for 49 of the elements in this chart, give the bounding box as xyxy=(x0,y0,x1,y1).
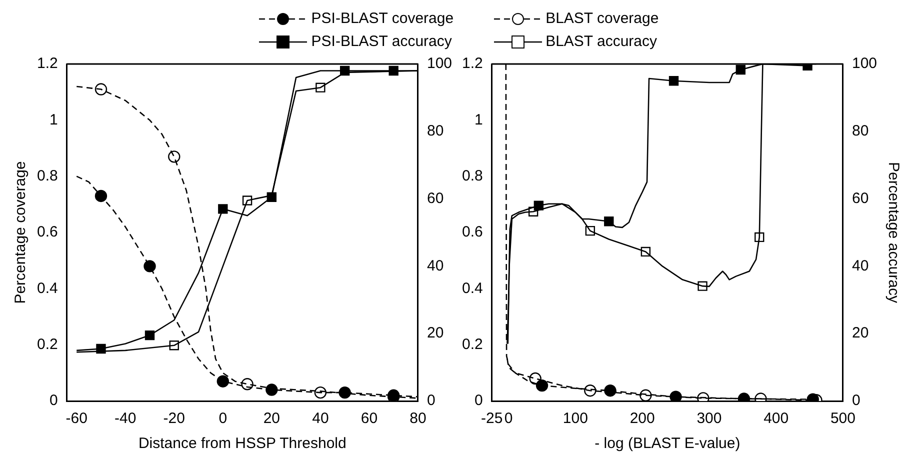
x-tick-label: 20 xyxy=(263,410,280,428)
x-tick-label: 40 xyxy=(312,410,329,428)
x-tick-label: 0 xyxy=(218,410,228,428)
y2-tick-label: 20 xyxy=(852,324,869,342)
x-tick-label: -60 xyxy=(66,410,88,428)
y-tick-label: 1.2 xyxy=(462,55,483,72)
x-tick-label: 0 xyxy=(504,410,513,428)
x-tick-label: -20 xyxy=(163,410,185,428)
x-tick-label: 300 xyxy=(696,410,722,428)
y2-tick-label: 0 xyxy=(852,392,860,410)
x-tick-label: 200 xyxy=(630,410,655,428)
y-tick-label: 0 xyxy=(474,392,483,410)
y-tick-label: 0.6 xyxy=(36,224,58,241)
y-tick-label: 1 xyxy=(474,111,483,128)
y2-tick-label: 20 xyxy=(426,324,444,342)
y2-tick-label: 60 xyxy=(426,190,444,207)
y2-axis-title: Percentage accuracy xyxy=(884,162,902,304)
y-tick-label: 0.2 xyxy=(36,336,58,353)
x-axis-title: - log (BLAST E-value) xyxy=(594,435,740,452)
y-tick-label: 0.2 xyxy=(462,336,483,353)
y-tick-label: 0.4 xyxy=(36,280,58,297)
y2-tick-label: 80 xyxy=(426,122,444,140)
y2-tick-label: 100 xyxy=(426,55,452,72)
y2-tick-label: 60 xyxy=(852,190,869,207)
y-tick-label: 0.4 xyxy=(462,280,483,297)
x-tick-label: 60 xyxy=(360,410,378,428)
y-axis-title: Percentage coverage xyxy=(12,161,30,304)
x-tick-label: 100 xyxy=(562,410,588,428)
x-axis-title: Distance from HSSP Threshold xyxy=(138,435,346,452)
y-tick-label: 0.8 xyxy=(36,167,58,184)
x-tick-label: 500 xyxy=(830,410,856,428)
y2-tick-label: 80 xyxy=(852,122,869,140)
legend-label: PSI-BLAST accuracy xyxy=(311,33,452,50)
x-tick-label: 400 xyxy=(764,410,789,428)
y-tick-label: 0 xyxy=(50,392,58,410)
x-tick-label: -25 xyxy=(481,410,503,428)
y-tick-label: 1.2 xyxy=(36,55,58,72)
legend-label: PSI-BLAST coverage xyxy=(311,10,454,27)
x-tick-label: 80 xyxy=(410,410,426,428)
y2-tick-label: 40 xyxy=(426,257,444,274)
y2-tick-label: 40 xyxy=(852,257,869,274)
y2-tick-label: 100 xyxy=(852,55,878,72)
y2-tick-label: 0 xyxy=(426,392,436,410)
y-tick-label: 0.6 xyxy=(462,224,483,241)
legend-label: BLAST accuracy xyxy=(546,33,658,50)
x-tick-label: -40 xyxy=(114,410,136,428)
y-tick-label: 0.8 xyxy=(462,167,483,184)
legend-label: BLAST coverage xyxy=(546,10,659,27)
y-tick-label: 1 xyxy=(50,111,58,128)
